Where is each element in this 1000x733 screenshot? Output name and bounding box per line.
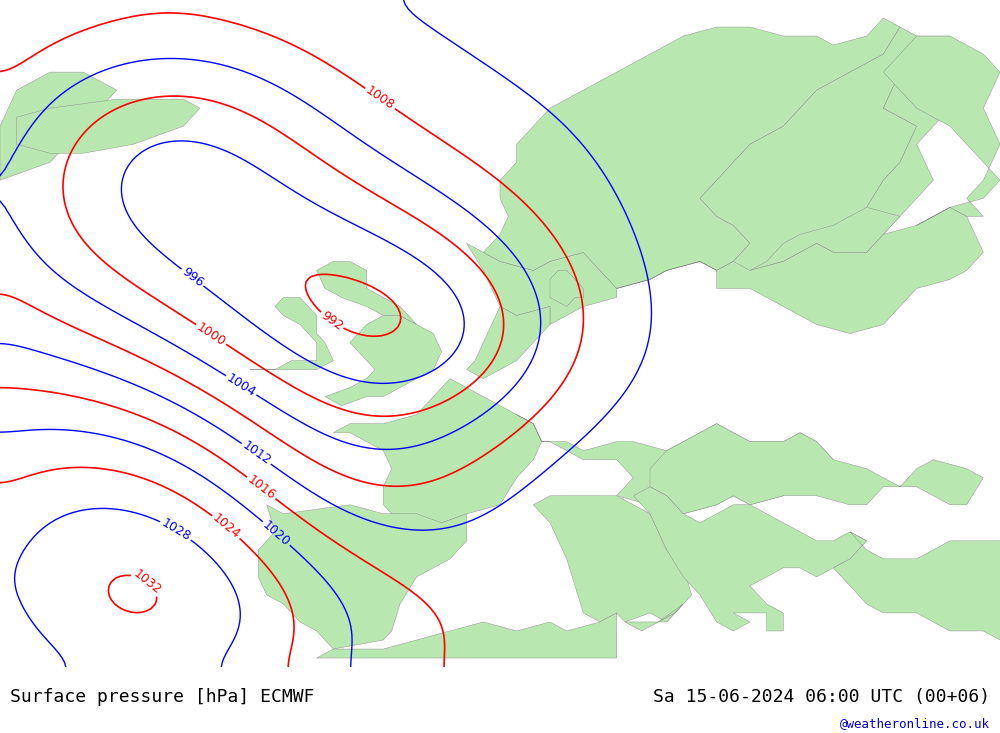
Polygon shape [625, 613, 675, 631]
Polygon shape [467, 243, 617, 325]
Text: 1024: 1024 [210, 512, 242, 542]
Polygon shape [333, 378, 542, 523]
Polygon shape [717, 207, 983, 334]
Polygon shape [467, 306, 550, 378]
Polygon shape [250, 298, 333, 369]
Polygon shape [483, 18, 900, 289]
Polygon shape [833, 532, 1000, 640]
Text: 1032: 1032 [131, 567, 164, 597]
Text: 996: 996 [179, 265, 206, 290]
Polygon shape [883, 36, 1000, 225]
Text: 1000: 1000 [194, 320, 228, 349]
Polygon shape [533, 496, 692, 622]
Text: 1004: 1004 [224, 372, 258, 399]
Polygon shape [633, 487, 867, 631]
Text: 992: 992 [318, 309, 345, 333]
Polygon shape [325, 315, 442, 405]
Polygon shape [750, 207, 900, 270]
Polygon shape [617, 27, 917, 289]
Polygon shape [0, 72, 117, 180]
Polygon shape [550, 270, 583, 306]
Polygon shape [317, 613, 617, 658]
Text: Sa 15-06-2024 06:00 UTC (00+06): Sa 15-06-2024 06:00 UTC (00+06) [653, 688, 990, 706]
Text: @weatheronline.co.uk: @weatheronline.co.uk [840, 717, 990, 730]
Text: 1012: 1012 [240, 439, 273, 468]
Text: 1016: 1016 [245, 474, 278, 503]
Polygon shape [17, 99, 200, 153]
Text: 1028: 1028 [159, 517, 193, 544]
Polygon shape [650, 424, 983, 514]
Polygon shape [317, 262, 417, 325]
Text: 1008: 1008 [363, 84, 397, 113]
Text: Surface pressure [hPa] ECMWF: Surface pressure [hPa] ECMWF [10, 688, 314, 706]
Polygon shape [258, 505, 467, 649]
Polygon shape [867, 36, 950, 235]
Text: 1020: 1020 [260, 518, 293, 549]
Polygon shape [517, 415, 833, 514]
